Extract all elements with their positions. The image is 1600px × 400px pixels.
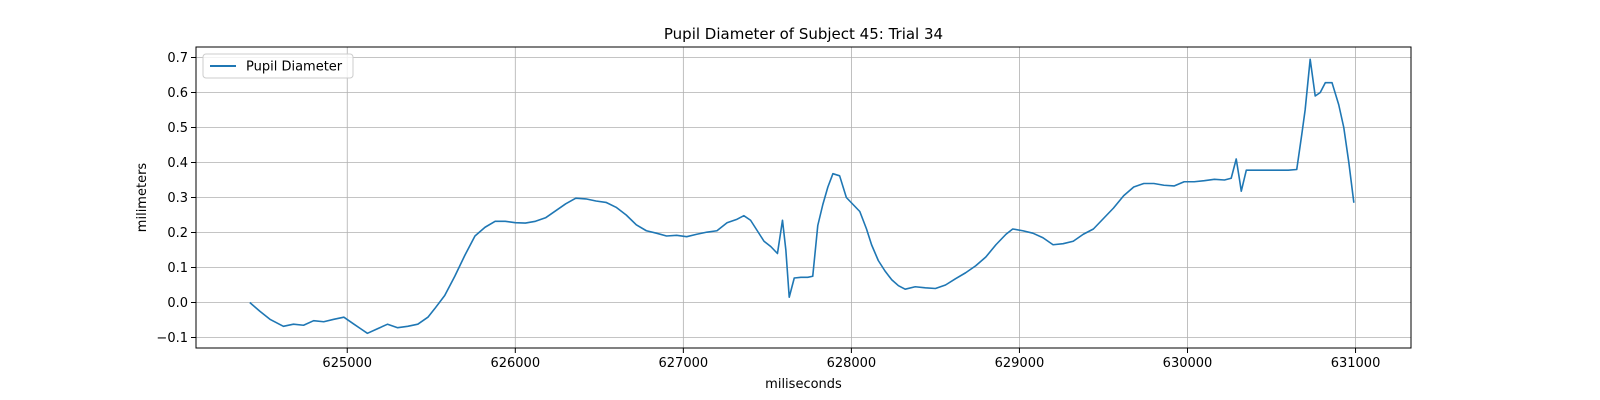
y-tick-label: 0.3 — [167, 191, 188, 206]
y-tick-label: 0.6 — [167, 86, 188, 101]
legend-box — [202, 53, 354, 79]
x-tick-label: 628000 — [827, 356, 877, 371]
x-axis-label: miliseconds — [765, 377, 842, 392]
y-tick-label: 0.5 — [167, 121, 188, 136]
legend-label-pupil-diameter: Pupil Diameter — [246, 60, 343, 75]
y-tick-label: 0.4 — [167, 156, 188, 171]
x-tick-label: 629000 — [995, 356, 1045, 371]
series-line-pupil-diameter — [249, 58, 1355, 335]
series-layer — [249, 58, 1355, 335]
y-axis-ticks: −0.1 0.0 0.1 0.2 0.3 0.4 0.5 0.6 0.7 — [156, 51, 196, 346]
x-tick-label: 631000 — [1331, 356, 1381, 371]
x-tick-label: 630000 — [1163, 356, 1213, 371]
legend: Pupil Diameter — [202, 53, 354, 79]
x-tick-label: 627000 — [659, 356, 709, 371]
x-tick-label: 626000 — [490, 356, 540, 371]
grid-layer — [196, 47, 1411, 348]
y-tick-label: 0.7 — [167, 51, 188, 66]
x-axis-ticks: 625000 626000 627000 628000 629000 630000 6310… — [322, 348, 1380, 371]
y-axis-label: milimeters — [135, 163, 150, 233]
y-tick-label: 0.1 — [167, 261, 188, 276]
x-tick-label: 625000 — [322, 356, 372, 371]
y-tick-label: 0.2 — [167, 226, 188, 241]
chart-title: Pupil Diameter of Subject 45: Trial 34 — [664, 25, 943, 43]
y-tick-label: −0.1 — [156, 331, 188, 346]
y-tick-label: 0.0 — [167, 296, 188, 311]
